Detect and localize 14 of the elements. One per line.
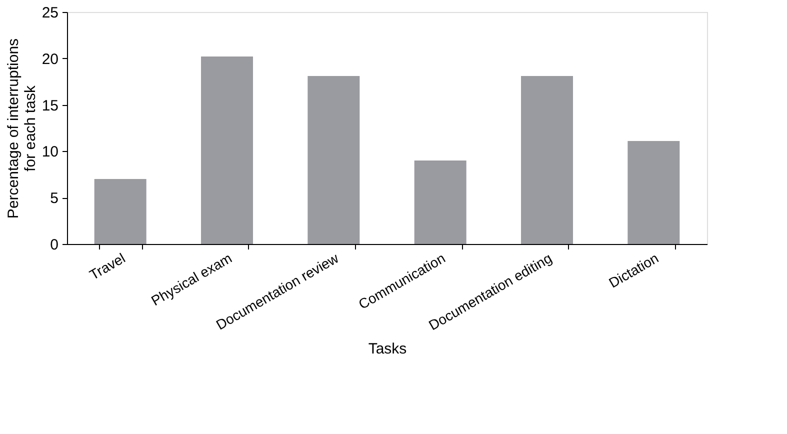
y-tick-label: 5: [50, 190, 58, 208]
bar: [414, 160, 466, 244]
bar: [201, 56, 253, 244]
y-tick-label: 20: [42, 50, 58, 68]
x-axis-title: Tasks: [368, 340, 407, 358]
y-tick-label: 15: [42, 97, 58, 114]
bar: [308, 76, 360, 244]
bar: [521, 76, 573, 244]
bar: [94, 179, 146, 244]
y-tick-label: 0: [50, 236, 58, 254]
y-axis-title: Percentage of interruptions for each task: [4, 38, 39, 219]
y-tick-label: 10: [42, 144, 58, 161]
bar: [628, 140, 680, 244]
y-tick-label: 25: [42, 4, 58, 22]
